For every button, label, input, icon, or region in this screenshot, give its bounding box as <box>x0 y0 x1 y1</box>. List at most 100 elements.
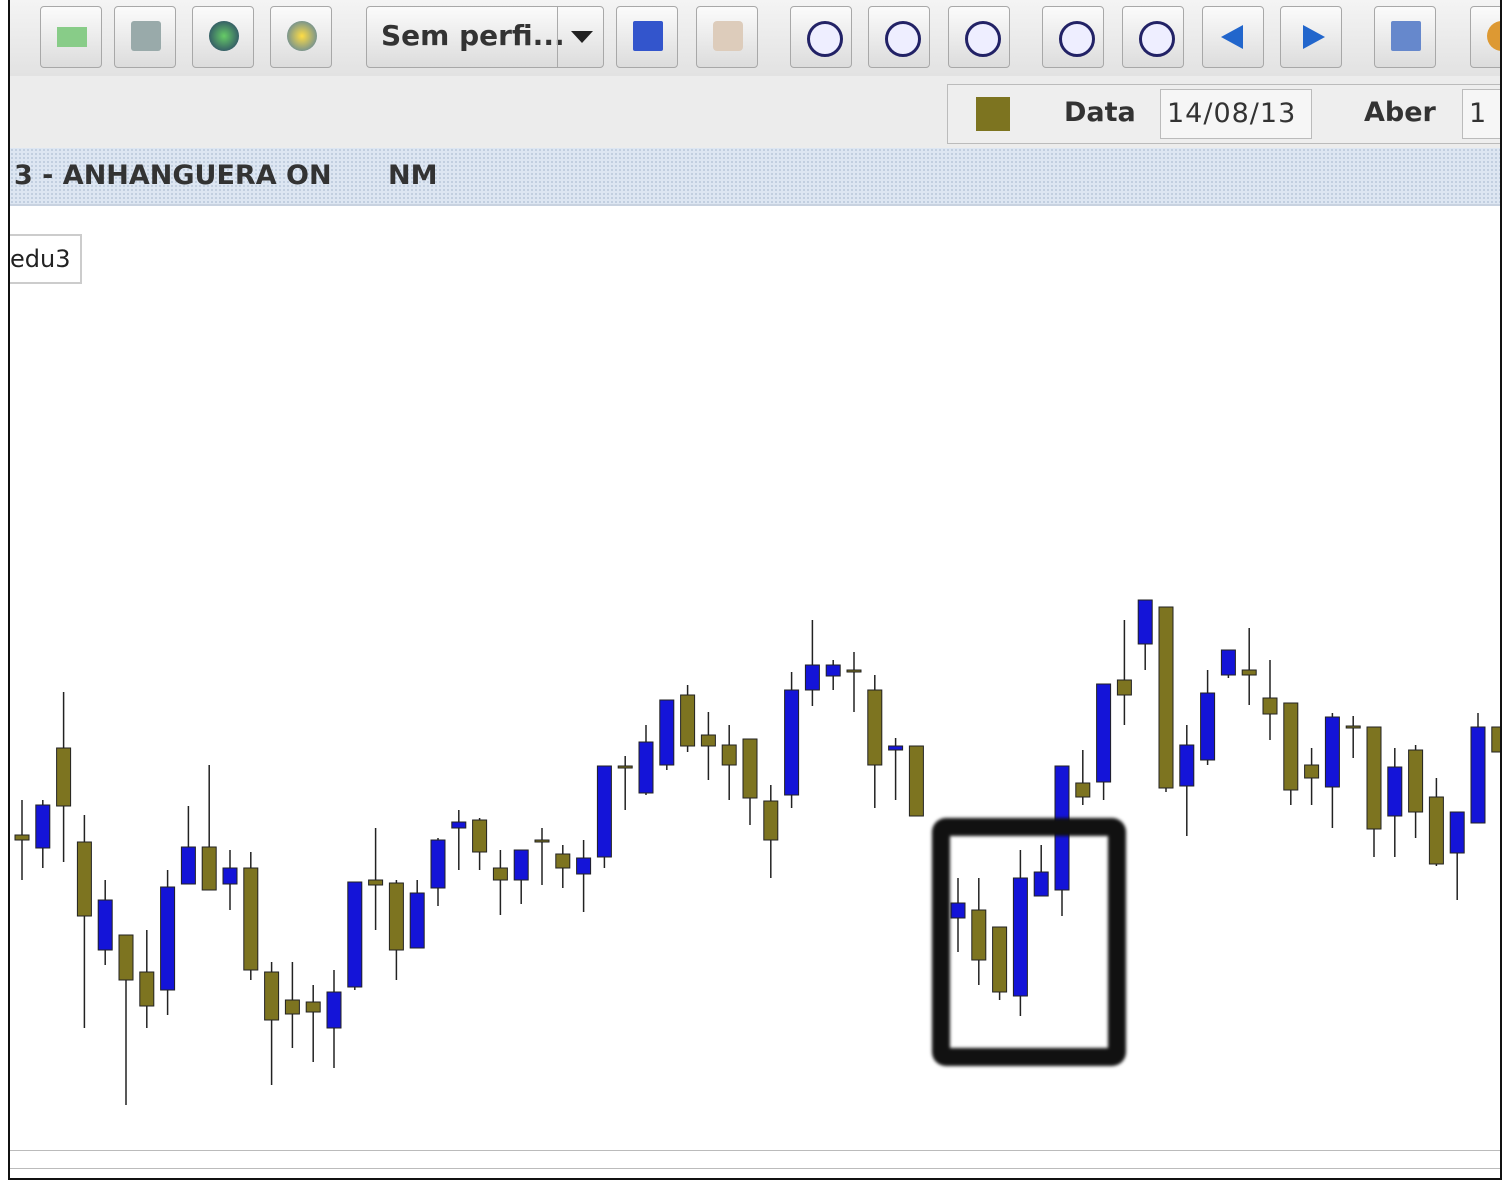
candle-body <box>430 839 446 889</box>
asset-title: 3 - ANHANGUERA ON <box>14 160 332 191</box>
scroll-line <box>10 1168 1500 1169</box>
candle-body <box>846 669 862 673</box>
date-field[interactable]: 14/08/13 <box>1160 89 1312 139</box>
candle-body <box>742 738 758 799</box>
h-button[interactable] <box>948 6 1010 68</box>
candle-body <box>56 747 72 807</box>
tag-button[interactable] <box>696 6 758 68</box>
candle-body <box>908 745 924 817</box>
candle-body <box>576 857 592 875</box>
candle-body <box>1012 877 1028 997</box>
globe-button[interactable] <box>192 6 254 68</box>
segment: NM <box>388 160 438 191</box>
profile-combo[interactable]: Sem perfi... <box>366 6 604 68</box>
candle-body <box>160 886 176 991</box>
candle-body <box>1428 796 1444 865</box>
open-value: 1 <box>1469 98 1487 129</box>
icon <box>1487 21 1500 51</box>
candle-body <box>888 745 904 751</box>
candle-body <box>1304 764 1320 779</box>
highlight-box <box>932 818 1126 1066</box>
candle-body <box>596 765 612 858</box>
icon <box>1059 21 1095 57</box>
candle-body <box>201 846 217 891</box>
icon <box>807 21 843 57</box>
candle-body <box>513 849 529 881</box>
candle-body <box>243 867 259 971</box>
candle-body <box>1366 726 1382 830</box>
icon <box>713 21 743 51</box>
open-field[interactable]: 1 <box>1462 89 1500 139</box>
chart <box>14 599 1500 1105</box>
zoom-in-button[interactable] <box>1042 6 1104 68</box>
candle-body <box>368 879 384 886</box>
candle-body <box>1449 811 1465 854</box>
candle-body <box>617 765 633 769</box>
candle-body <box>1137 599 1153 645</box>
candle-body <box>1387 766 1403 817</box>
candle-body <box>451 821 467 829</box>
candle-body <box>388 882 404 951</box>
icon <box>1303 25 1325 49</box>
candle-body <box>222 867 238 885</box>
divider <box>557 7 558 67</box>
arrow <box>571 31 593 43</box>
candle-body <box>1283 702 1299 791</box>
title-bar: 3 - ANHANGUERA ON NM <box>10 148 1500 206</box>
candle-body <box>867 689 883 766</box>
candle-body <box>680 694 696 747</box>
candle-body <box>992 926 1008 993</box>
candle-body <box>1491 726 1500 753</box>
zoom-out-button[interactable] <box>1122 6 1184 68</box>
p-button[interactable] <box>868 6 930 68</box>
candle-body <box>472 819 488 853</box>
candle-body <box>1470 726 1486 824</box>
candle-body <box>409 892 425 949</box>
date-value: 14/08/13 <box>1167 98 1297 129</box>
info-panel: Data 14/08/13 Aber 1 <box>947 84 1500 144</box>
candle-body <box>950 902 966 919</box>
refresh-button[interactable] <box>270 6 332 68</box>
left-button[interactable] <box>1202 6 1264 68</box>
table-button[interactable] <box>1374 6 1436 68</box>
app-window: Sem perfi... Data 14/08/13 Aber 1 3 - <box>8 0 1502 1180</box>
candle-body <box>76 841 92 917</box>
icon <box>1221 25 1243 49</box>
candle-body <box>14 834 30 841</box>
candle-body <box>118 934 134 981</box>
candle-body <box>35 804 51 849</box>
chart-tag[interactable]: edu3 <box>10 234 83 284</box>
candle-body <box>180 846 196 885</box>
candle-body <box>1075 782 1091 798</box>
candle-body <box>804 664 820 691</box>
profile-text: Sem perfi... <box>381 19 565 52</box>
n-button[interactable] <box>790 6 852 68</box>
candle-body <box>1408 749 1424 813</box>
save-button[interactable] <box>616 6 678 68</box>
settings-button[interactable] <box>1470 6 1500 68</box>
candle-body <box>555 853 571 869</box>
color-swatch[interactable] <box>976 97 1010 131</box>
candle-body <box>1200 692 1216 761</box>
candle-body <box>763 800 779 841</box>
candle-body <box>1158 606 1174 789</box>
list-button[interactable] <box>114 6 176 68</box>
icon <box>287 21 317 51</box>
toolbar: Sem perfi... <box>10 0 1500 76</box>
candle-body <box>638 741 654 794</box>
candle-body <box>347 881 363 988</box>
candle-body <box>326 991 342 1029</box>
icon <box>131 21 161 51</box>
icon <box>57 27 87 47</box>
icon <box>965 21 1001 57</box>
candle-body <box>1096 683 1112 783</box>
date-label: Data <box>1064 97 1136 128</box>
candle-body <box>825 664 841 677</box>
sort-button[interactable] <box>40 6 102 68</box>
candle-body <box>305 1001 321 1013</box>
candle-body <box>659 699 675 766</box>
candle-body <box>700 734 716 747</box>
right-button[interactable] <box>1280 6 1342 68</box>
chart-bottom-line <box>10 1150 1500 1151</box>
